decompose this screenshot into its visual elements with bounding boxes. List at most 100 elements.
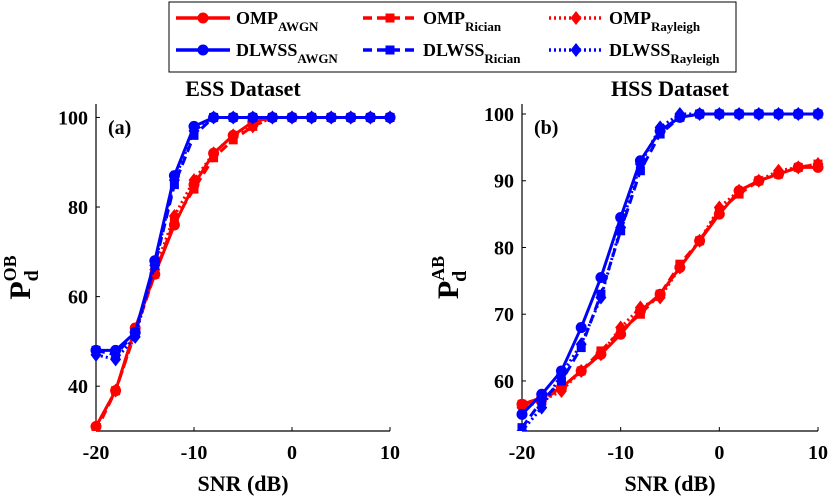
x-tick-label: 10: [808, 442, 828, 464]
data-point: [364, 110, 376, 125]
y-tick-label: 40: [68, 376, 88, 398]
y-axis-label: POBd: [0, 255, 43, 299]
series-line: [95, 115, 390, 357]
legend-box: [168, 1, 737, 73]
y-tick-label: 60: [68, 287, 88, 309]
x-tick-label: 10: [380, 442, 400, 464]
data-point: [634, 300, 646, 315]
series-omp-rayleigh: [516, 157, 824, 415]
data-point: [345, 110, 357, 125]
data-point: [247, 119, 259, 134]
y-tick-label: 90: [494, 171, 514, 193]
x-tick-label: -20: [83, 442, 110, 464]
data-point: [575, 337, 587, 352]
data-point: [792, 107, 804, 122]
data-point: [306, 110, 318, 125]
data-point: [227, 110, 239, 125]
data-point: [266, 110, 278, 125]
data-point: [694, 233, 706, 248]
y-tick-label: 100: [58, 107, 88, 129]
y-tick-label: 70: [494, 304, 514, 326]
y-axis-label: PABd: [428, 256, 471, 299]
legend-marker-sample: [385, 45, 395, 55]
data-point: [384, 110, 396, 125]
data-point: [90, 419, 102, 431]
data-point: [634, 157, 646, 172]
x-axis-label: SNR (dB): [624, 471, 715, 496]
data-point: [575, 363, 587, 378]
legend-entry-dlwss-rayleigh: DLWSSRayleigh: [549, 40, 720, 66]
legend-marker-sample: [197, 12, 209, 24]
data-point: [773, 163, 785, 178]
data-point: [674, 260, 686, 275]
x-tick-label: -20: [509, 442, 536, 464]
series-line: [95, 115, 390, 361]
legend-marker-sample: [197, 44, 209, 56]
legend-label: OMPAWGN: [236, 8, 319, 34]
data-point: [188, 123, 200, 138]
legend-marker-sample: [570, 11, 582, 25]
data-point: [615, 220, 627, 235]
data-point: [753, 173, 765, 188]
data-point: [168, 208, 180, 223]
legend-entry-omp-rician: OMPRician: [363, 8, 502, 34]
legend-label: DLWSSRician: [423, 40, 521, 66]
chart-title: HSS Dataset: [611, 76, 730, 101]
legend-marker-sample: [570, 43, 582, 57]
legend: OMPAWGN OMPRician OMPRayleigh DLWSSAWGN DLWS…: [168, 1, 737, 73]
data-point: [694, 107, 706, 122]
data-point: [90, 347, 102, 362]
data-point: [129, 329, 141, 344]
x-axis-label: SNR (dB): [197, 471, 288, 496]
legend-marker-sample: [385, 13, 395, 23]
series-dlwss-rayleigh: [516, 107, 824, 431]
x-tick-label: 0: [287, 442, 297, 464]
chart-title: ESS Dataset: [185, 76, 301, 101]
data-point: [208, 146, 220, 161]
data-point: [733, 107, 745, 122]
data-point: [595, 290, 607, 305]
data-point: [753, 107, 765, 122]
panel-label: (b): [534, 117, 558, 139]
data-point: [595, 272, 607, 284]
series-line: [520, 112, 818, 429]
series-line: [94, 115, 390, 428]
series-omp-rician: [91, 112, 395, 431]
series-dlwss-rician: [517, 109, 823, 431]
data-point: [555, 367, 567, 382]
legend-entry-omp-awgn: OMPAWGN: [176, 8, 319, 34]
data-point: [654, 290, 666, 305]
data-point: [227, 128, 239, 143]
series-dlwss-awgn: [90, 111, 396, 356]
data-point: [595, 347, 607, 362]
data-point: [189, 184, 199, 194]
legend-label: DLWSSAWGN: [236, 40, 338, 66]
x-tick-label: 0: [714, 442, 724, 464]
chart-ess-dataset: ESS Dataset (a) -20 -10 0 10 40 60 80 100 SNR (dB)…: [0, 76, 400, 496]
series-line: [94, 115, 390, 428]
legend-label: OMPRician: [423, 8, 502, 34]
legend-entry-omp-rayleigh: OMPRayleigh: [549, 8, 701, 34]
data-point: [674, 107, 686, 122]
data-point: [812, 107, 824, 122]
data-point: [792, 160, 804, 175]
series-dlwss-rayleigh: [90, 110, 396, 367]
data-point: [516, 424, 528, 431]
data-point: [149, 258, 161, 273]
x-tick-label: -10: [181, 442, 208, 464]
legend-entry-dlwss-awgn: DLWSSAWGN: [176, 40, 338, 66]
data-point: [110, 383, 122, 398]
data-point: [812, 157, 824, 172]
data-point: [773, 107, 785, 122]
data-point: [168, 173, 180, 188]
data-point: [286, 110, 298, 125]
data-point: [575, 322, 587, 334]
data-point: [555, 383, 567, 398]
data-point: [110, 352, 122, 367]
chart-hss-dataset: HSS Dataset (b) -20 -10 0 10 60 70 80 90 100 SNR (d…: [428, 76, 828, 496]
data-point: [208, 110, 220, 125]
y-tick-label: 100: [484, 104, 514, 126]
legend-label: OMPRayleigh: [609, 8, 701, 34]
data-point: [615, 320, 627, 335]
data-point: [713, 200, 725, 215]
